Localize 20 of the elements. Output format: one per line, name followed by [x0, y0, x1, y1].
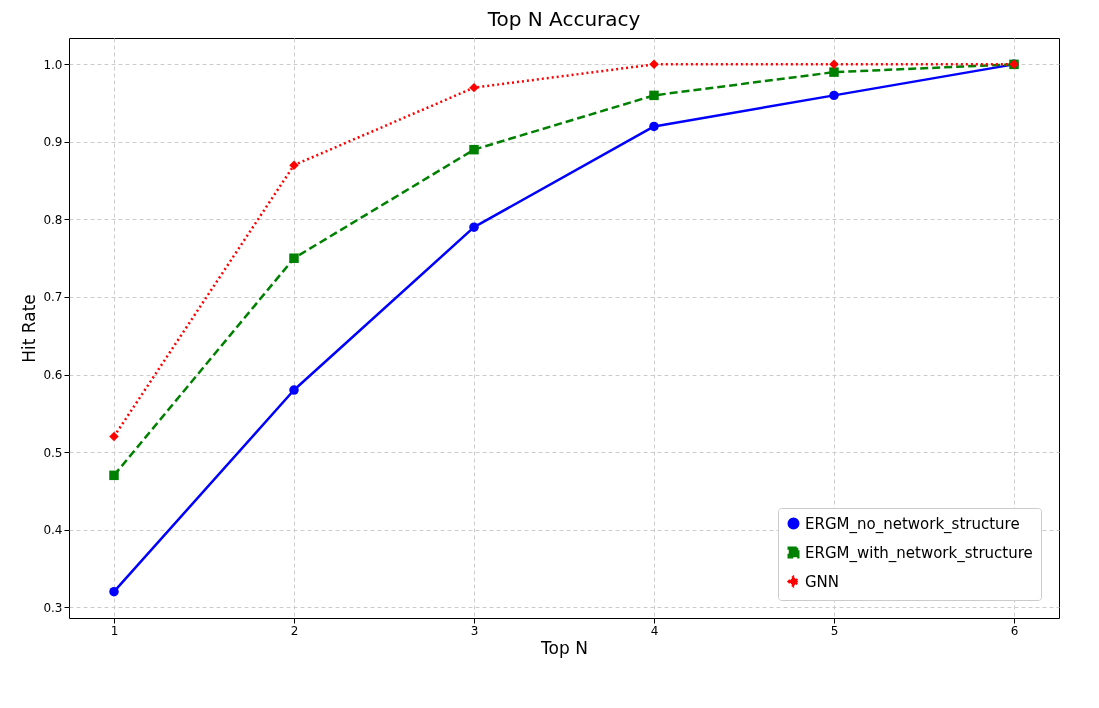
x-axis-title: Top N — [540, 637, 588, 658]
y-tick-label: 0.7 — [43, 290, 63, 305]
y-axis-title: Hit Rate — [19, 294, 40, 363]
x-tick-label: 1 — [110, 623, 119, 638]
y-tick-label: 0.8 — [43, 212, 63, 227]
y-tick-label: 0.3 — [43, 600, 63, 615]
legend-label: GNN — [805, 572, 840, 591]
x-tick-label: 4 — [650, 623, 659, 638]
chart-title: Top N Accuracy — [486, 7, 641, 31]
legend-label: ERGM_no_network_structure — [805, 514, 1020, 534]
x-tick-label: 2 — [290, 623, 299, 638]
y-tick-label: 0.9 — [43, 135, 63, 150]
y-tick-label: 0.6 — [43, 368, 63, 383]
legend-label: ERGM_with_network_structure — [805, 543, 1033, 563]
x-tick-label: 5 — [830, 623, 839, 638]
y-tick-label: 0.5 — [43, 445, 63, 460]
x-tick-label: 6 — [1010, 623, 1019, 638]
x-tick-label: 3 — [470, 623, 479, 638]
y-tick-label: 0.4 — [43, 523, 63, 538]
y-tick-label: 1.0 — [43, 57, 63, 72]
